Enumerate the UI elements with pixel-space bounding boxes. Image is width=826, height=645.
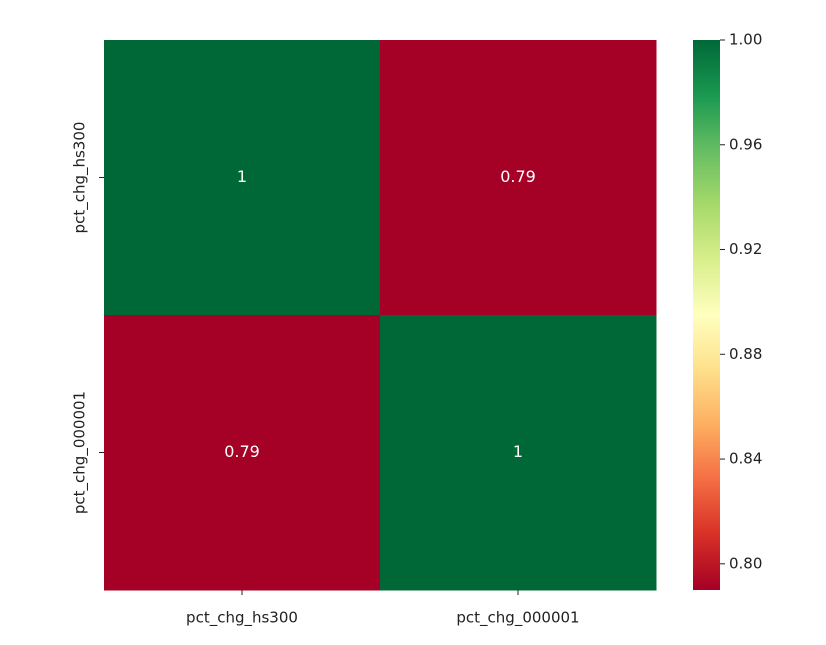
y-tick-label: pct_chg_000001 [71, 391, 90, 514]
heatmap-cell [104, 40, 381, 316]
x-tick-label: pct_chg_hs300 [186, 609, 298, 628]
colorbar-tick-label: 1.00 [729, 31, 762, 49]
colorbar-tick-label: 0.92 [729, 240, 762, 258]
heatmap-cell [104, 315, 381, 591]
colorbar-tick-label: 0.96 [729, 135, 762, 153]
cell-label: 0.79 [500, 167, 536, 186]
cell-label: 0.79 [224, 442, 260, 461]
x-tick-label: pct_chg_000001 [456, 609, 579, 628]
cell-label: 1 [513, 442, 523, 461]
colorbar-tick-label: 0.88 [729, 345, 762, 363]
y-tick-label: pct_chg_hs300 [71, 122, 90, 234]
cell-label: 1 [237, 167, 247, 186]
colorbar-tick-label: 0.80 [729, 554, 762, 572]
heatmap-cell [380, 40, 657, 316]
heatmap-cell [380, 315, 657, 591]
colorbar [693, 40, 720, 590]
colorbar-tick-label: 0.84 [729, 450, 762, 468]
